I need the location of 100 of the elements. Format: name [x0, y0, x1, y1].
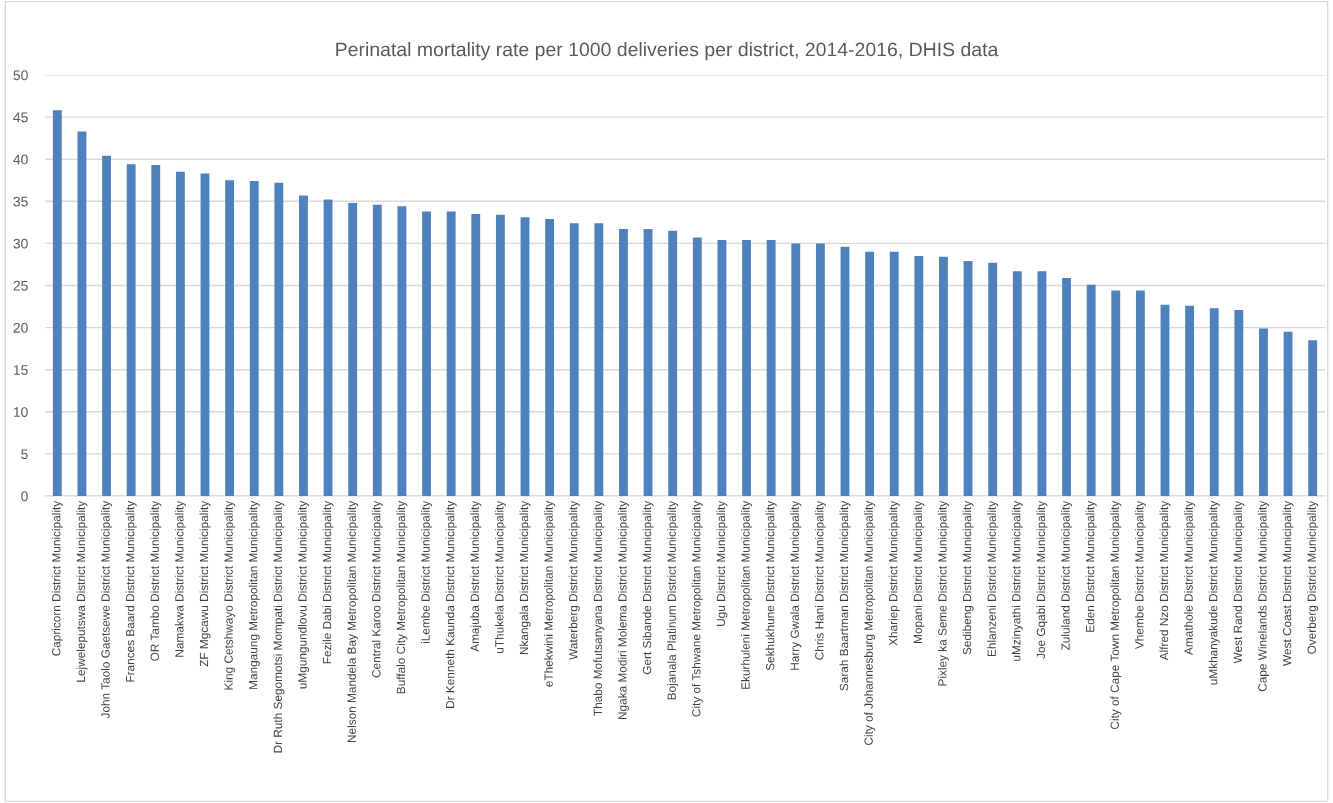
y-tick-label: 15	[13, 365, 28, 375]
x-tick-label: Nelson Mandela Bay Metropolitan Municipality	[347, 500, 359, 743]
bar	[717, 240, 727, 496]
bar	[323, 199, 333, 496]
bar	[1037, 271, 1047, 496]
x-tick-label: Sedibeng District Municipality	[962, 500, 974, 655]
bar	[299, 195, 308, 496]
y-tick-label: 5	[21, 449, 28, 460]
x-tick-label: Amathole District Municipality	[1184, 500, 1196, 656]
bar	[225, 180, 235, 496]
bar	[742, 240, 751, 496]
bar	[397, 206, 407, 496]
x-tick-label: Gert Sibande District Municipality	[642, 500, 654, 675]
bar	[545, 218, 555, 496]
x-tick-label: Zululand District Municipality	[1061, 500, 1073, 651]
x-tick-label: Central Karoo District Municipality	[371, 500, 383, 678]
x-tick-label: Dr Kenneth Kaunda District Municipality	[445, 500, 457, 708]
x-tick-label: King Cetshwayo District Municipality	[224, 500, 236, 690]
x-tick-label: Pixley ka Seme District Municipality	[937, 500, 949, 686]
bar	[1209, 308, 1219, 496]
bar	[348, 202, 358, 496]
x-tick-label: Chris Hani District Municipality	[814, 500, 826, 660]
y-tick-label: 45	[13, 112, 28, 123]
x-tick-label: Sarah Baartman District Municipality	[839, 500, 851, 691]
bar	[815, 243, 825, 496]
x-tick-label: West Coast District Municipality	[1282, 500, 1294, 666]
bar	[200, 173, 210, 496]
x-tick-label: City of Johannesburg Metropolitan Municipality	[864, 500, 876, 746]
bar	[372, 204, 382, 496]
x-tick-label: Overberg District Municipality	[1307, 500, 1319, 654]
x-tick-label: ZF Mgcawu District Municipality	[199, 500, 211, 667]
bar	[1135, 290, 1145, 496]
chart-title: Perinatal mortality rate per 1000 deliveries per district, 2014-2016, DHIS data	[336, 42, 999, 61]
x-tick-label: John Taolo Gaetsewe District Municipality	[101, 500, 113, 719]
bar	[1062, 277, 1071, 496]
bar	[963, 261, 973, 496]
x-tick-label: Cape Winelands District Municipality	[1257, 500, 1269, 692]
x-tick-label: uMgungundlovu District Municipality	[297, 500, 309, 689]
bar	[77, 131, 87, 496]
x-tick-label: Ngaka Modiri Molema District Municipality	[617, 500, 629, 719]
bar	[889, 251, 899, 496]
bar	[1086, 284, 1096, 496]
x-tick-label: Dr Ruth Segomotsi Mompati District Municipality	[273, 500, 285, 753]
x-tick-label: Xhariep District Municipality	[888, 500, 900, 646]
bar	[1012, 271, 1022, 496]
y-tick-label: 0	[21, 491, 28, 502]
bar	[594, 223, 604, 496]
x-tick-label: Waterberg District Municipality	[568, 500, 580, 660]
bar	[1234, 309, 1244, 496]
bar	[569, 223, 579, 496]
bar	[102, 155, 111, 496]
x-tick-label: Alfred Nzo District Municipality	[1159, 500, 1171, 661]
bar	[865, 251, 875, 496]
x-tick-label: uThukela District Municipality	[494, 500, 506, 653]
bar	[520, 217, 530, 496]
bar	[914, 256, 924, 496]
bar	[1308, 340, 1318, 496]
bar	[151, 165, 161, 496]
bar	[471, 213, 481, 496]
x-tick-label: Sekhukhune District Municipality	[765, 500, 777, 671]
y-tick-label: 25	[13, 280, 28, 291]
bar	[692, 237, 702, 496]
x-tick-label: uMzinyathi District Municipality	[1011, 500, 1023, 661]
x-tick-label: Lejweleputswa District Municipality	[76, 500, 88, 682]
bar	[766, 240, 776, 496]
bar	[668, 230, 678, 496]
bar	[1160, 304, 1170, 496]
x-tick-label: Thabo Mofutsanyana District Municipality	[593, 500, 605, 716]
y-tick-label: 10	[13, 407, 28, 417]
bar	[791, 243, 801, 496]
bar	[175, 171, 185, 496]
x-tick-label: West Rand District Municipality	[1233, 500, 1245, 664]
bar	[643, 229, 653, 496]
bar	[840, 246, 850, 496]
x-tick-label: uMkhanyakude District Municipality	[1208, 500, 1220, 685]
x-tick-label: Ugu District Municipality	[716, 500, 728, 626]
bar	[1185, 305, 1195, 496]
x-tick-label: OR Tambo District Municipality	[150, 500, 162, 661]
y-tick-label: 30	[13, 238, 28, 249]
x-tick-label: Namakwa District Municipality	[174, 500, 186, 657]
x-tick-label: Eden District Municipality	[1085, 500, 1097, 632]
bar	[274, 182, 284, 496]
bar	[495, 214, 505, 496]
x-tick-label: iLembe District Municipality	[421, 500, 433, 644]
bar	[1283, 331, 1293, 496]
x-tick-label: Mopani District Municipality	[913, 500, 925, 643]
bar	[52, 110, 62, 496]
x-tick-label: Bojanala Platinum District Municipality	[667, 500, 679, 700]
x-tick-label: Fezile Dabi District Municipality	[322, 500, 334, 664]
bar	[619, 229, 628, 496]
bar	[939, 256, 948, 496]
x-tick-label: City of Cape Town Metropolitan Municipality	[1110, 500, 1122, 730]
bar	[1111, 290, 1121, 496]
x-tick-label: Mangaung Metropolitan Municipality	[248, 500, 260, 689]
x-tick-label: Vhembe District Municipality	[1134, 500, 1146, 650]
y-tick-label: 40	[13, 154, 28, 165]
x-tick-label: Buffalo City Metropolitan Municipality	[396, 500, 408, 694]
bar	[1259, 328, 1268, 496]
bar	[249, 181, 259, 496]
x-tick-label: Joe Gqabi District Municipality	[1036, 500, 1048, 659]
